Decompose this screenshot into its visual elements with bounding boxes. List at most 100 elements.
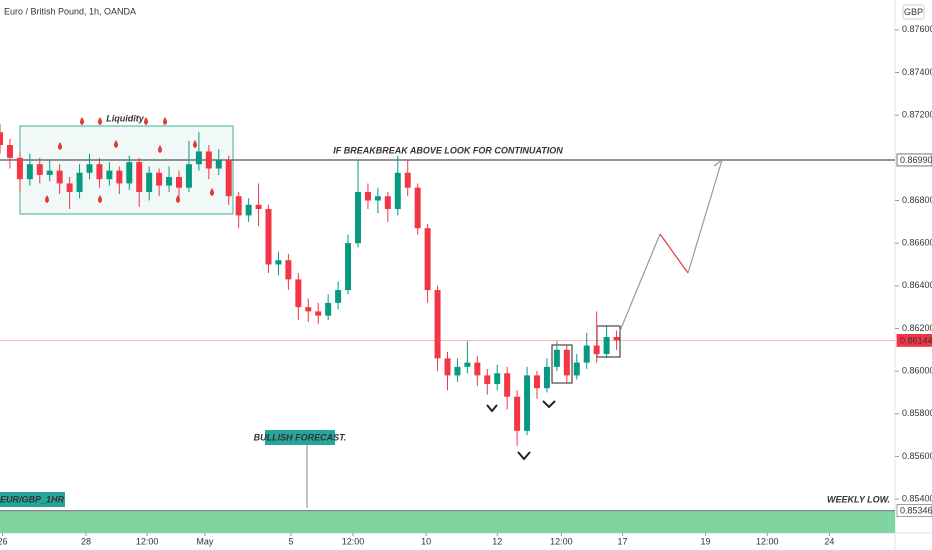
candle-body: [543, 366, 550, 389]
drawings-under: [0, 125, 895, 533]
candle-body: [235, 196, 242, 216]
x-tick-label: 17: [618, 536, 628, 546]
candle-body: [0, 132, 3, 146]
projection: [659, 233, 689, 274]
y-tick-label: 0.85600: [902, 451, 932, 461]
candle-body: [414, 187, 421, 229]
projection: [619, 233, 661, 332]
candle-body: [374, 196, 381, 201]
candle-body: [514, 396, 521, 431]
candle-body: [56, 170, 63, 184]
candle-body: [205, 151, 212, 169]
candle-body: [325, 302, 332, 316]
projection-arrow: [687, 158, 724, 274]
symbol-label: EUR/GBP_1HR: [0, 494, 65, 504]
candle-body: [484, 375, 491, 384]
candle-body: [255, 204, 262, 210]
liquidity-label: Liquidity: [106, 113, 144, 123]
candle-body: [315, 311, 322, 316]
candle-body: [66, 183, 73, 192]
candle-body: [295, 279, 302, 308]
candle-body: [384, 196, 391, 210]
x-tick-label: 12:00: [550, 536, 573, 546]
candle-body: [394, 172, 401, 210]
candle-body: [126, 162, 133, 184]
candle-body: [215, 159, 222, 169]
candle-body: [603, 336, 610, 355]
y-tick-label: 0.85800: [902, 408, 932, 418]
candle-body: [534, 375, 540, 389]
symbol-badge: [0, 492, 65, 507]
candle-body: [335, 290, 342, 303]
drops: [45, 117, 214, 203]
candle-body: [195, 151, 202, 165]
y-tick-label: 0.86000: [902, 365, 932, 375]
forecast-label: BULLISH FORECAST.: [254, 432, 347, 442]
forecast-badge: [265, 430, 335, 445]
breakout-label: IF BREAKBREAK ABOVE LOOK FOR CONTINUATIO…: [333, 145, 563, 155]
candle-body: [364, 191, 371, 201]
x-tick-label: 19: [701, 536, 711, 546]
check-marks: [486, 400, 556, 461]
weekly-low-zone: [0, 510, 895, 533]
plot: 0.87600 0.87400 0.87200 0.86800 0.86600 0.864…: [0, 24, 932, 546]
candle-body: [305, 307, 312, 312]
candle-body: [36, 164, 43, 175]
y-tick-label: 0.86400: [902, 280, 932, 290]
candle-body: [156, 172, 163, 186]
candle-body: [285, 260, 292, 280]
candle-body: [553, 349, 560, 367]
price-badge: [896, 153, 932, 167]
candle-body: [176, 177, 182, 188]
candle-body: [355, 191, 361, 244]
price-badge: [896, 504, 932, 518]
candle-body: [563, 349, 570, 376]
candle-body: [76, 172, 83, 192]
candle-body: [225, 159, 232, 197]
y-tick-label: 0.87600: [902, 24, 932, 34]
candle-body: [86, 164, 93, 173]
candle-body: [106, 170, 113, 180]
weekly-low-label: WEEKLY LOW.: [827, 494, 890, 504]
currency: GBP: [904, 7, 923, 17]
x-tick-label: 12:00: [756, 536, 779, 546]
candle-body: [404, 172, 411, 188]
candle-body: [245, 204, 252, 216]
candle-body: [116, 170, 123, 184]
x-tick-label: 5: [288, 536, 293, 546]
candle-body: [583, 345, 590, 363]
x-tick-label: 12:00: [342, 536, 365, 546]
price-badge-label: 0.86144: [900, 335, 932, 345]
y-tick-label: 0.87200: [902, 110, 932, 120]
candle-body: [136, 162, 143, 192]
range-box: [551, 344, 573, 384]
x-tick-label: 28: [81, 536, 91, 546]
x-tick-label: May: [196, 536, 214, 546]
chart-title: Euro / British Pound, 1h, OANDA: [4, 6, 136, 16]
y-tick-label: 0.86600: [902, 238, 932, 248]
x-tick-label: 10: [421, 536, 431, 546]
candle-body: [593, 345, 600, 355]
drawings: Liquidity IF BREAKBREAK ABOVE LOOK FOR C…: [0, 113, 890, 508]
candle-body: [265, 209, 272, 265]
candle-body: [524, 375, 531, 431]
price-badge-label: 0.85346: [900, 505, 932, 515]
candle-body: [434, 290, 441, 359]
candle-body: [6, 145, 13, 158]
y-tick-label: 0.86800: [902, 195, 932, 205]
candle-body: [494, 373, 501, 384]
y-tick-label: 0.87400: [902, 67, 932, 77]
candle-body: [46, 170, 53, 175]
candle-body: [474, 362, 481, 376]
candle-body: [16, 157, 23, 180]
candle-body: [166, 177, 173, 186]
candle-body: [26, 164, 33, 180]
price-badge: [896, 334, 932, 347]
candle-body: [444, 358, 451, 376]
y-tick-label: 0.85400: [902, 493, 932, 503]
candle-body: [504, 373, 511, 397]
y-tick-label: 0.86200: [902, 323, 932, 333]
candle-body: [146, 172, 153, 192]
